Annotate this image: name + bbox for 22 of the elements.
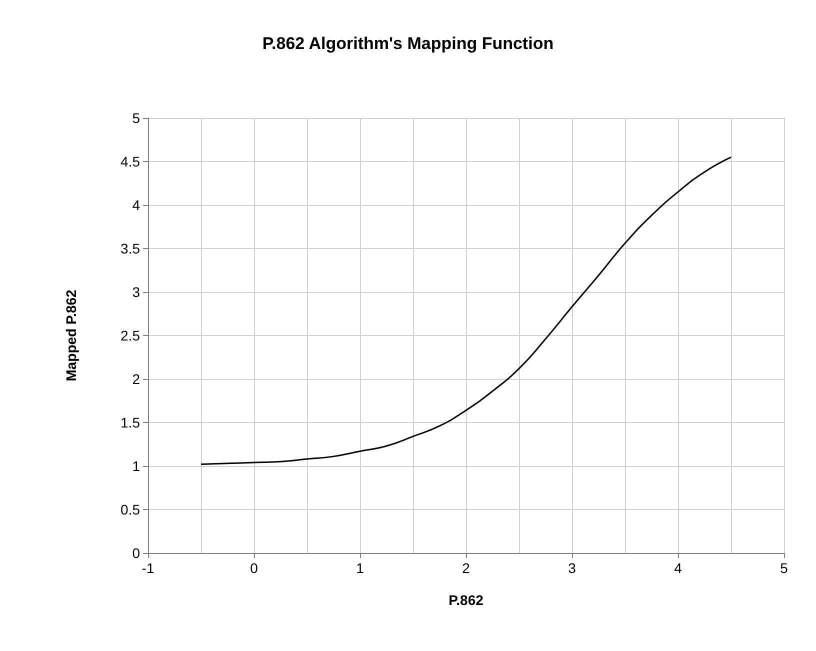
y-tick-label: 1 (132, 458, 140, 474)
y-tick-label: 2.5 (120, 328, 140, 344)
x-tick-label: -1 (142, 560, 154, 576)
y-tick-label: 3.5 (120, 240, 140, 256)
chart-title: P.862 Algorithm's Mapping Function (262, 34, 554, 53)
y-tick-label: 3 (132, 284, 140, 300)
x-tick-label: 1 (356, 560, 364, 576)
y-axis-title: Mapped P.862 (63, 290, 79, 382)
y-tick-label: 2 (132, 371, 140, 387)
line-series (200, 156, 732, 466)
y-tick-label: 0.5 (120, 502, 140, 518)
y-tick-label: 5 (132, 110, 140, 126)
x-tick-label: 5 (780, 560, 788, 576)
x-tick-label: 0 (250, 560, 258, 576)
x-tick-label: 2 (462, 560, 470, 576)
x-tick-label: 4 (674, 560, 682, 576)
x-axis-title: P.862 (448, 592, 484, 608)
y-tick-label: 4.5 (120, 154, 140, 170)
y-tick-label: 0 (132, 545, 140, 561)
x-tick-label: 3 (568, 560, 576, 576)
y-tick-label: 1.5 (120, 414, 140, 430)
y-tick-label: 4 (132, 197, 140, 213)
